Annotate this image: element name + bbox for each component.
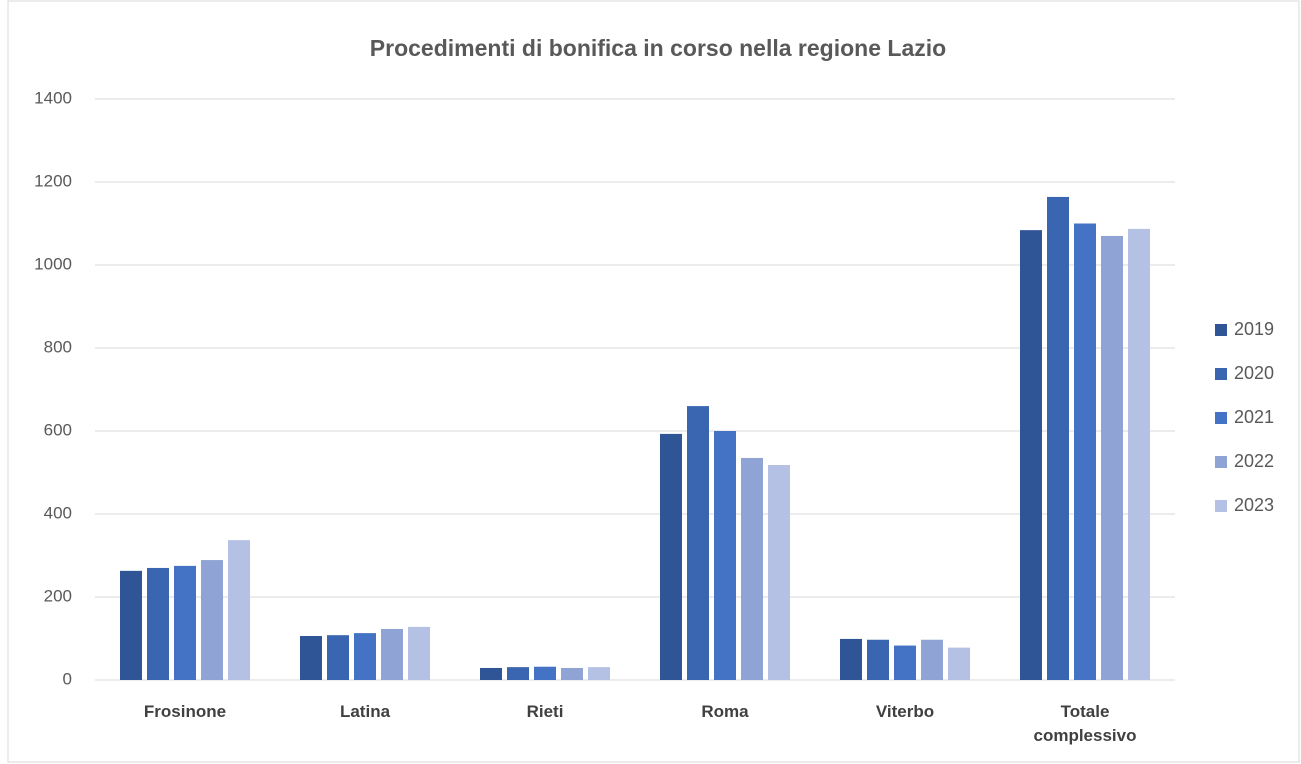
- bar: [687, 406, 709, 680]
- legend-label: 2023: [1234, 495, 1274, 515]
- y-tick-label: 600: [44, 420, 72, 439]
- bar: [174, 565, 196, 680]
- bar: [1074, 223, 1096, 680]
- legend-label: 2020: [1234, 363, 1274, 383]
- bar: [201, 560, 223, 680]
- bar: [588, 667, 610, 680]
- bar: [561, 667, 583, 680]
- x-tick-label: Rieti: [526, 702, 564, 721]
- bar: [768, 465, 790, 680]
- legend-swatch: [1215, 324, 1227, 336]
- bar: [408, 626, 430, 680]
- y-tick-label: 200: [44, 586, 72, 605]
- bar: [948, 647, 970, 680]
- bar: [300, 636, 322, 680]
- legend-swatch: [1215, 500, 1227, 512]
- x-tick-label: Latina: [339, 702, 391, 721]
- bar: [714, 431, 736, 680]
- bar: [1047, 196, 1069, 680]
- bar: [354, 633, 376, 680]
- bar: [534, 666, 556, 680]
- bar: [1101, 235, 1123, 680]
- y-tick-label: 400: [44, 503, 72, 522]
- y-tick-label: 1000: [34, 254, 72, 273]
- y-tick-label: 1400: [34, 88, 72, 107]
- y-tick-label: 1200: [34, 171, 72, 190]
- x-tick-label: Frosinone: [143, 702, 227, 721]
- bar: [381, 628, 403, 680]
- bar: [147, 567, 169, 680]
- legend-label: 2019: [1234, 319, 1274, 339]
- legend-swatch: [1215, 368, 1227, 380]
- legend-label: 2022: [1234, 451, 1274, 471]
- bar: [327, 635, 349, 680]
- bar: [660, 433, 682, 680]
- bar: [921, 639, 943, 680]
- chart-title: Procedimenti di bonifica in corso nella …: [370, 35, 946, 61]
- bar: [741, 457, 763, 680]
- bar: [228, 540, 250, 680]
- bar: [480, 667, 502, 680]
- x-tick-label: Roma: [701, 702, 749, 721]
- bar: [867, 639, 889, 680]
- bar: [894, 645, 916, 680]
- legend-swatch: [1215, 412, 1227, 424]
- legend-label: 2021: [1234, 407, 1274, 427]
- y-tick-label: 0: [63, 669, 72, 688]
- bar: [840, 638, 862, 680]
- x-tick-label: Viterbo: [875, 702, 935, 721]
- bar: [120, 570, 142, 680]
- bar: [1020, 230, 1042, 680]
- x-tick-label: Totale complessivo: [1033, 702, 1137, 745]
- bar: [507, 667, 529, 680]
- legend-swatch: [1215, 456, 1227, 468]
- bar: [1128, 228, 1150, 680]
- y-tick-label: 800: [44, 337, 72, 356]
